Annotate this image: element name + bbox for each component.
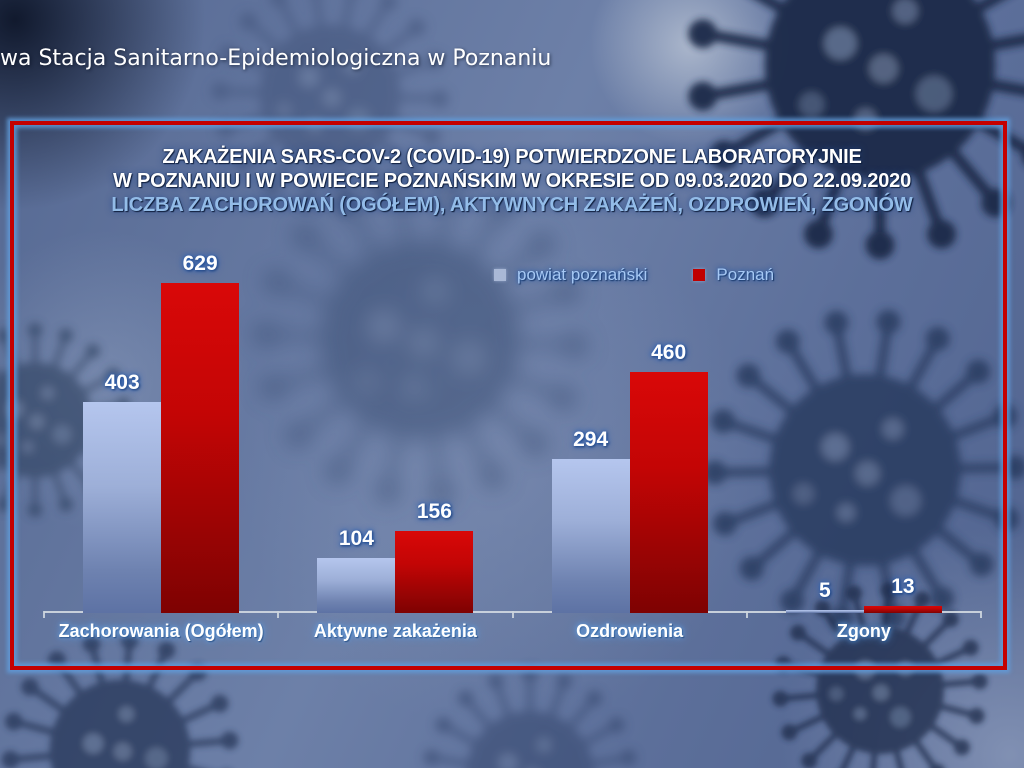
legend-label-powiat-poznanski: powiat poznański (517, 265, 648, 284)
legend-swatch-powiat-poznanski (494, 269, 506, 281)
legend-swatch-poznan (693, 269, 706, 281)
chart-title-line-2: W POZNANIU I W POWIECIE POZNAŃSKIM W OKR… (112, 170, 912, 192)
chart-frame-border (10, 121, 1007, 670)
chart-title-block: ZAKAŻENIA SARS-COV-2 (COVID-19) POTWIERD… (14, 145, 1010, 217)
chart-title-line-1: ZAKAŻENIA SARS-COV-2 (COVID-19) POTWIERD… (162, 146, 862, 168)
chart-legend: powiat poznański Poznań (494, 265, 774, 285)
legend-item-powiat-poznanski: powiat poznański (494, 265, 647, 285)
station-header-title: wa Stacja Sanitarno-Epidemiologiczna w P… (0, 46, 552, 71)
legend-label-poznan: Poznań (716, 265, 775, 284)
legend-item-poznan: Poznań (693, 265, 774, 285)
chart-subtitle: LICZBA ZACHOROWAŃ (OGÓŁEM), AKTYWNYCH ZA… (111, 194, 913, 216)
